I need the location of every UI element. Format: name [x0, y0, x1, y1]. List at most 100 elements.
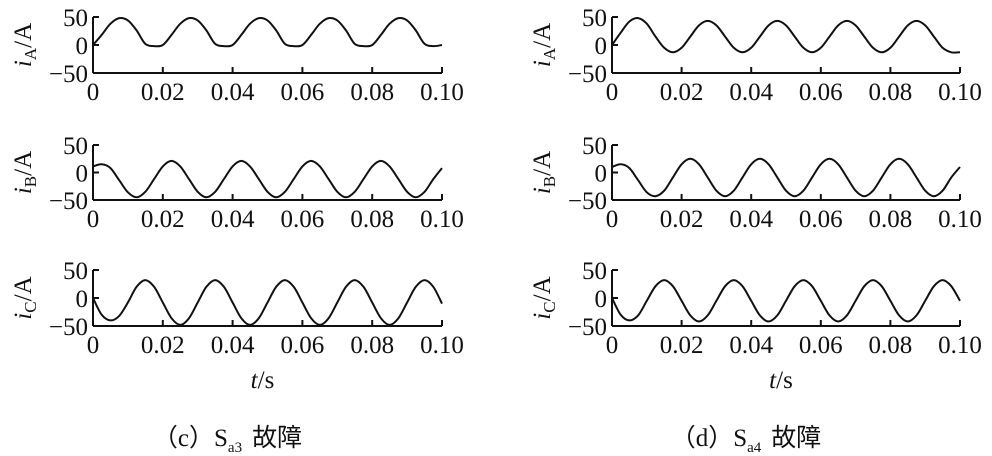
x-tick-label: 0.04 — [211, 206, 255, 233]
y-label-var: i — [10, 60, 37, 67]
x-tick-label: 0.06 — [799, 79, 843, 106]
y-tick-label: −50 — [568, 314, 607, 341]
y-axis-label: iA/A — [529, 23, 559, 67]
series-line-ib — [611, 157, 961, 198]
y-tick-label: −50 — [49, 61, 88, 88]
y-label-sub: B — [540, 176, 559, 187]
y-tick-label: 50 — [63, 258, 88, 285]
x-tick-label: 0.04 — [211, 79, 255, 106]
x-tick-label: 0.10 — [420, 79, 464, 106]
panel-caption: （c）Sa3 故障 — [153, 424, 302, 456]
x-tick-label: 0.02 — [660, 206, 704, 233]
x-tick-label: 0.02 — [141, 332, 185, 359]
y-label-var: i — [10, 187, 37, 194]
y-tick-label: 50 — [582, 133, 607, 160]
x-axis-label: t/s — [769, 367, 793, 394]
caption-prefix: （c） — [153, 424, 214, 452]
y-label-unit: /A — [529, 276, 556, 301]
y-tick-label: 50 — [63, 5, 88, 32]
x-axis-label: t/s — [251, 367, 275, 394]
y-label-var: i — [529, 313, 556, 320]
y-label-unit: /A — [10, 151, 37, 176]
x-tick-label: 0.10 — [938, 206, 982, 233]
x-tick-label: 0.08 — [869, 332, 913, 359]
y-label-sub: B — [21, 176, 40, 187]
y-tick-label: −50 — [568, 61, 607, 88]
y-axis-label: iB/A — [529, 151, 559, 194]
x-tick-label: 0.06 — [799, 332, 843, 359]
y-tick-label: −50 — [49, 314, 88, 341]
y-tick-label: 0 — [76, 33, 89, 60]
x-label-var: t — [251, 367, 259, 394]
x-tick-label: 0 — [606, 332, 619, 359]
x-tick-label: 0.06 — [281, 79, 325, 106]
y-tick-label: 0 — [595, 161, 608, 188]
x-tick-label: 0.04 — [729, 79, 773, 106]
y-tick-label: 0 — [595, 33, 608, 60]
caption-suffix: 故障 — [771, 424, 821, 452]
x-tick-label: 0.02 — [141, 206, 185, 233]
x-tick-label: 0.10 — [938, 332, 982, 359]
x-label-var: t — [769, 367, 777, 394]
y-label-sub: A — [540, 47, 559, 60]
x-tick-label: 0.10 — [420, 332, 464, 359]
x-tick-label: 0 — [606, 79, 619, 106]
y-label-unit: /A — [10, 276, 37, 301]
x-tick-label: 0.08 — [869, 206, 913, 233]
y-label-unit: /A — [10, 23, 37, 48]
x-tick-label: 0.06 — [281, 206, 325, 233]
x-tick-label: 0.02 — [141, 79, 185, 106]
x-label-unit: /s — [776, 367, 793, 394]
x-tick-label: 0.10 — [938, 79, 982, 106]
y-label-unit: /A — [529, 151, 556, 176]
y-axis-label: iC/A — [10, 276, 40, 319]
y-label-var: i — [529, 187, 556, 194]
x-tick-label: 0.02 — [660, 332, 704, 359]
y-tick-label: 50 — [582, 258, 607, 285]
x-tick-label: 0.04 — [211, 332, 255, 359]
series-line-ic — [611, 279, 961, 323]
caption-prefix: （d） — [671, 424, 734, 452]
x-tick-label: 0.08 — [869, 79, 913, 106]
series-line-ic — [92, 279, 443, 326]
y-axis-label: iC/A — [529, 276, 559, 319]
x-tick-label: 0.08 — [350, 206, 394, 233]
series-line-ia — [611, 17, 961, 54]
x-tick-label: 0.04 — [729, 332, 773, 359]
x-tick-label: 0 — [606, 206, 619, 233]
y-label-unit: /A — [529, 23, 556, 48]
x-tick-label: 0.06 — [281, 332, 325, 359]
y-tick-label: 0 — [76, 161, 89, 188]
y-tick-label: 0 — [595, 286, 608, 313]
y-label-var: i — [10, 313, 37, 320]
y-label-sub: C — [540, 301, 559, 312]
x-tick-label: 0.08 — [350, 332, 394, 359]
caption-symbol: S — [733, 425, 747, 452]
series-line-ib — [92, 159, 443, 199]
y-axis-label: iA/A — [10, 23, 40, 67]
panel-caption: （d）Sa4 故障 — [671, 424, 822, 456]
y-label-var: i — [529, 60, 556, 67]
y-tick-label: −50 — [49, 188, 88, 215]
x-tick-label: 0 — [87, 206, 100, 233]
x-tick-label: 0 — [87, 332, 100, 359]
y-tick-label: 50 — [582, 5, 607, 32]
series-line-ia — [92, 16, 443, 48]
y-label-sub: A — [21, 47, 40, 60]
caption-suffix: 故障 — [252, 424, 302, 452]
x-tick-label: 0.10 — [420, 206, 464, 233]
x-tick-label: 0.08 — [350, 79, 394, 106]
caption-subscript: a4 — [747, 440, 762, 456]
y-tick-label: 0 — [76, 286, 89, 313]
y-label-sub: C — [21, 301, 40, 312]
y-tick-label: −50 — [568, 188, 607, 215]
x-tick-label: 0.06 — [799, 206, 843, 233]
x-label-unit: /s — [258, 367, 275, 394]
